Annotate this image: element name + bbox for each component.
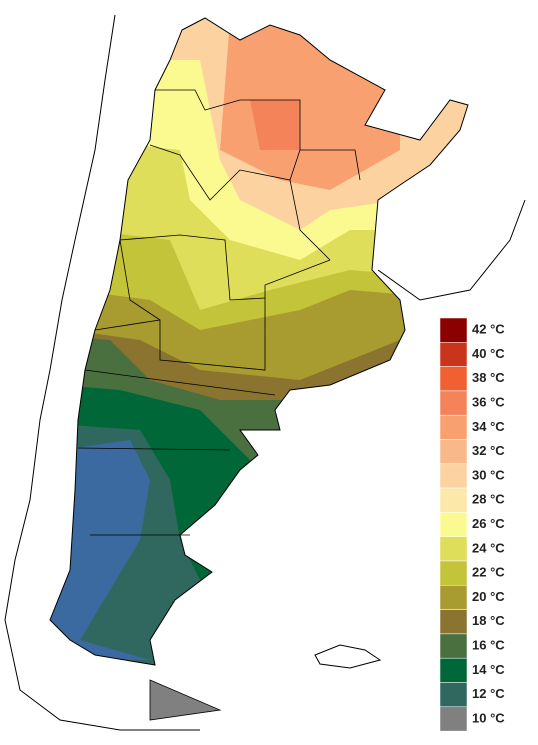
legend-swatch [439, 706, 468, 732]
legend-label: 28 °C [472, 492, 505, 507]
legend-label: 16 °C [472, 637, 505, 652]
country-outline [49, 17, 469, 666]
tierra-del-fuego [149, 679, 222, 721]
legend-label: 32 °C [472, 443, 505, 458]
legend-label: 42 °C [472, 322, 505, 337]
legend-swatch [439, 560, 468, 586]
legend-label: 40 °C [472, 346, 505, 361]
legend-swatch [439, 390, 468, 416]
legend-label: 30 °C [472, 467, 505, 482]
legend-swatch [439, 512, 468, 537]
legend-label: 24 °C [472, 540, 505, 555]
legend-swatch [439, 609, 468, 635]
legend-label: 34 °C [472, 419, 505, 434]
legend-swatch [439, 439, 468, 465]
legend-label: 22 °C [472, 565, 505, 580]
legend-label: 26 °C [472, 516, 505, 531]
islands [314, 644, 382, 669]
legend-swatch [439, 342, 468, 367]
chile-coast [4, 14, 200, 731]
legend-swatch [439, 414, 468, 440]
legend-label: 14 °C [472, 662, 505, 677]
legend-swatch [439, 536, 468, 562]
legend-label: 20 °C [472, 589, 505, 604]
province-borders [77, 89, 361, 536]
legend-swatch [439, 366, 468, 392]
legend-swatch [439, 682, 468, 708]
legend: 42 °C 40 °C 38 °C 36 °C 34 °C 32 °C 30 °C 28 °C… [439, 317, 505, 732]
legend-swatch [439, 633, 468, 659]
legend-label: 18 °C [472, 613, 505, 628]
legend-swatch [439, 487, 468, 513]
legend-swatch [439, 585, 468, 610]
legend-swatch [439, 463, 468, 489]
legend-swatch [439, 657, 468, 683]
legend-label: 38 °C [472, 370, 505, 385]
legend-label: 12 °C [472, 686, 505, 701]
legend-label: 10 °C [472, 710, 505, 725]
legend-swatch [439, 317, 468, 343]
legend-label: 36 °C [472, 394, 505, 409]
uruguay-coast [377, 199, 526, 301]
